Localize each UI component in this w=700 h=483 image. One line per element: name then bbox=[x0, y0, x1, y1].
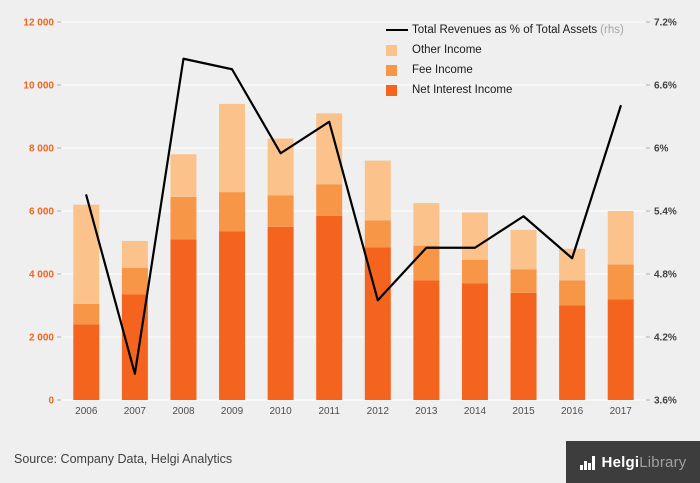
legend-label: Fee Income bbox=[412, 64, 473, 76]
left-axis-tick-label: 6 000 bbox=[29, 207, 54, 218]
bar-segment bbox=[461, 283, 488, 400]
x-axis-year-label: 2007 bbox=[124, 406, 147, 417]
x-axis-year-label: 2006 bbox=[75, 406, 98, 417]
bar-segment bbox=[73, 303, 100, 325]
bar-segment bbox=[413, 203, 440, 246]
bar-segment bbox=[121, 267, 148, 295]
brand-library: Library bbox=[639, 453, 687, 471]
right-axis-tick-label: 3.6% bbox=[654, 396, 677, 407]
bar-segment bbox=[559, 248, 586, 281]
bar-segment bbox=[559, 305, 586, 400]
x-axis-year-label: 2010 bbox=[270, 406, 293, 417]
x-axis-year-label: 2014 bbox=[464, 406, 487, 417]
right-axis-tick-label: 4.2% bbox=[654, 333, 677, 344]
right-axis-tick-label: 4.8% bbox=[654, 270, 677, 281]
x-axis-year-label: 2013 bbox=[415, 406, 438, 417]
right-axis-tick-label: 6.6% bbox=[654, 81, 677, 92]
left-axis-tick-label: 10 000 bbox=[23, 81, 54, 92]
legend-suffix: (rhs) bbox=[600, 24, 624, 36]
bar-segment bbox=[510, 292, 537, 400]
bar-segment bbox=[267, 226, 294, 400]
bar-segment bbox=[607, 299, 634, 400]
chart-canvas: 0 2 000 4 000 6 000 8 000 10 000 12 000 3.6% 4.2… bbox=[23, 18, 677, 418]
bar-segment bbox=[170, 196, 197, 240]
bar-segment bbox=[607, 264, 634, 300]
bar-segment bbox=[73, 204, 100, 304]
right-axis-tick-label: 5.4% bbox=[654, 207, 677, 218]
left-axis-tick-label: 0 bbox=[48, 396, 54, 407]
bar-segment bbox=[510, 269, 537, 293]
x-axis-year-label: 2009 bbox=[221, 406, 244, 417]
brand-logo: HelgiLibrary bbox=[566, 441, 700, 483]
legend-label: Total Revenues as % of Total Assets bbox=[412, 24, 598, 36]
brand-text: HelgiLibrary bbox=[602, 454, 687, 471]
bar-segment bbox=[364, 247, 391, 400]
bar-segment bbox=[461, 212, 488, 260]
left-axis-tick-label: 2 000 bbox=[29, 333, 54, 344]
footer: Source: Company Data, Helgi Analytics He… bbox=[0, 440, 700, 483]
x-axis-year-label: 2011 bbox=[318, 406, 340, 417]
bar-segment bbox=[121, 240, 148, 268]
source-note: Source: Company Data, Helgi Analytics bbox=[14, 452, 233, 466]
x-axis-year-label: 2015 bbox=[512, 406, 535, 417]
bar-segment bbox=[219, 103, 246, 193]
bar-segment bbox=[364, 220, 391, 248]
bar-segment bbox=[219, 192, 246, 232]
revenue-chart: 0 2 000 4 000 6 000 8 000 10 000 12 000 3.6% 4.2… bbox=[23, 18, 677, 418]
left-axis-tick-label: 4 000 bbox=[29, 270, 54, 281]
bar-segment bbox=[73, 324, 100, 400]
legend-item: Net Interest Income bbox=[386, 80, 624, 100]
legend-item: Fee Income bbox=[386, 60, 624, 80]
right-axis-tick-label: 6% bbox=[654, 144, 669, 155]
legend-label: Other Income bbox=[412, 44, 482, 56]
bar-segment bbox=[607, 211, 634, 265]
bar-segment bbox=[316, 215, 343, 400]
legend-color-swatch-icon bbox=[386, 84, 397, 96]
bar-chart-icon bbox=[579, 455, 596, 470]
legend-label: Net Interest Income bbox=[412, 84, 513, 96]
bar-segment bbox=[219, 231, 246, 400]
legend-item: Other Income bbox=[386, 40, 624, 60]
x-axis-year-label: 2016 bbox=[561, 406, 584, 417]
bar-segment bbox=[267, 195, 294, 227]
bar-segment bbox=[364, 160, 391, 221]
bar-segment bbox=[461, 259, 488, 284]
line-series bbox=[85, 57, 622, 375]
brand-helgi: Helgi bbox=[601, 453, 640, 471]
legend-item: Total Revenues as % of Total Assets (rhs) bbox=[386, 20, 624, 40]
bar-segment bbox=[510, 229, 537, 270]
legend-line-swatch-icon bbox=[386, 29, 408, 31]
x-axis-year-label: 2012 bbox=[367, 406, 390, 417]
bar-segment bbox=[170, 154, 197, 197]
right-axis-tick-label: 7.2% bbox=[654, 18, 677, 29]
bar-segment bbox=[559, 280, 586, 306]
bar-segment bbox=[316, 184, 343, 216]
x-axis-year-label: 2008 bbox=[172, 406, 195, 417]
left-axis-tick-label: 12 000 bbox=[23, 18, 54, 29]
legend-color-swatch-icon bbox=[386, 64, 397, 76]
left-axis-tick-label: 8 000 bbox=[29, 144, 54, 155]
x-axis-year-label: 2017 bbox=[610, 406, 633, 417]
bar-segment bbox=[413, 245, 440, 281]
bar-segment bbox=[413, 280, 440, 400]
chart-legend: Total Revenues as % of Total Assets (rhs)… bbox=[386, 20, 624, 100]
bar-segment bbox=[170, 239, 197, 400]
legend-color-swatch-icon bbox=[386, 44, 397, 56]
